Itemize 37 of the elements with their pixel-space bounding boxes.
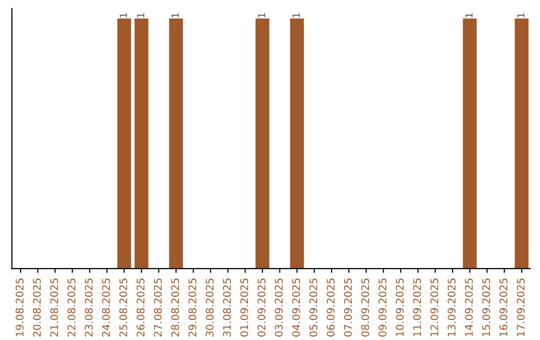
x-tick-label: 22.08.2025	[68, 278, 76, 337]
x-tick-label: 28.08.2025	[171, 278, 180, 337]
data-label: 1	[120, 13, 127, 18]
x-tick-label: 27.08.2025	[154, 278, 162, 337]
x-tick-label: 25.08.2025	[119, 278, 128, 337]
x-tick-label: 11.09.2025	[413, 278, 421, 336]
x-tick-label: 19.08.2025	[16, 278, 24, 336]
x-tick-label: 15.09.2025	[482, 278, 490, 336]
data-label: 1	[292, 13, 300, 18]
x-tick-label: 20.08.2025	[32, 278, 41, 337]
x-tick-label: 24.08.2025	[102, 278, 110, 337]
x-tick-label: 29.08.2025	[188, 278, 196, 337]
x-tick-label: 10.09.2025	[396, 278, 404, 336]
x-tick-label: 06.09.2025	[326, 278, 335, 337]
x-tick-label: 12.09.2025	[430, 278, 438, 336]
x-tick-label: 30.08.2025	[206, 278, 214, 336]
x-tick-label: 03.09.2025	[274, 278, 283, 337]
data-label: 1	[517, 13, 524, 18]
x-tick-label: 01.09.2025	[240, 278, 248, 337]
x-tick-label: 08.09.2025	[361, 278, 370, 337]
x-tick-label: 21.08.2025	[50, 278, 58, 337]
data-label: 1	[172, 13, 179, 18]
x-tick-label: 09.09.2025	[378, 278, 386, 337]
x-tick-label: 05.09.2025	[309, 278, 318, 337]
x-tick-label: 23.08.2025	[84, 278, 93, 337]
x-tick-label: 14.09.2025	[464, 278, 473, 336]
x-tick-label: 16.09.2025	[500, 278, 508, 336]
data-label: 1	[465, 13, 472, 18]
x-tick-label: 07.09.2025	[344, 278, 352, 337]
x-tick-label: 02.09.2025	[258, 278, 266, 337]
data-label: 1	[258, 13, 266, 18]
data-label: 1	[137, 13, 144, 18]
x-tick-label: 04.09.2025	[292, 278, 300, 337]
x-tick-label: 17.09.2025	[516, 278, 525, 336]
x-tick-label: 26.08.2025	[136, 278, 144, 337]
x-tick-label: 13.09.2025	[448, 278, 456, 336]
x-tick-label: 31.08.2025	[223, 278, 231, 336]
